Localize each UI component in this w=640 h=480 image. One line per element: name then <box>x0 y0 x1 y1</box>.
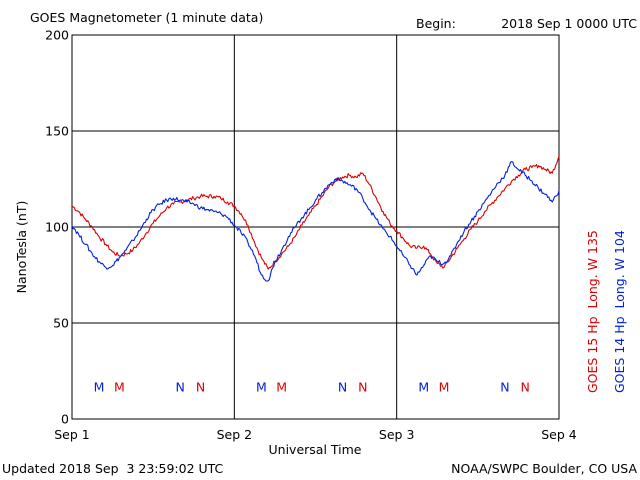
updated-timestamp: Updated 2018 Sep 3 23:59:02 UTC <box>2 461 224 476</box>
event-marker-m: M <box>94 379 105 394</box>
y-tick-label: 100 <box>45 220 69 235</box>
event-marker-n: N <box>358 379 367 394</box>
event-marker-m: M <box>256 379 267 394</box>
event-marker-n: N <box>196 379 205 394</box>
y-tick-label: 200 <box>45 28 69 43</box>
event-marker-m: M <box>439 379 450 394</box>
event-marker-n: N <box>176 379 185 394</box>
legend-goes15: GOES 15 Hp Long. W 135 <box>585 230 600 393</box>
event-marker-n: N <box>338 379 347 394</box>
event-marker-n: N <box>500 379 509 394</box>
chart-title: GOES Magnetometer (1 minute data) <box>30 10 263 25</box>
x-tick-label: Sep 4 <box>541 427 577 442</box>
x-axis-ticks: Sep 1 Sep 2 Sep 3 Sep 4 <box>54 427 577 442</box>
legend-goes14: GOES 14 Hp Long. W 104 <box>612 230 627 393</box>
y-axis-label: NanoTesla (nT) <box>14 201 29 294</box>
begin-value: 2018 Sep 1 0000 UTC <box>501 16 637 31</box>
y-axis-ticks: 0 50 100 150 200 <box>45 28 69 427</box>
series-layer <box>71 155 560 282</box>
y-tick-label: 0 <box>61 412 69 427</box>
event-marker-m: M <box>418 379 429 394</box>
event-marker-m: M <box>114 379 125 394</box>
series-line-goes15 <box>71 155 560 270</box>
y-tick-label: 150 <box>45 124 69 139</box>
x-axis-label: Universal Time <box>269 442 362 457</box>
x-tick-label: Sep 1 <box>54 427 90 442</box>
series-line-goes14 <box>71 161 560 282</box>
x-tick-label: Sep 2 <box>217 427 253 442</box>
begin-label: Begin: <box>416 16 456 31</box>
data-source: NOAA/SWPC Boulder, CO USA <box>451 461 637 476</box>
x-tick-label: Sep 3 <box>379 427 415 442</box>
event-marker-n: N <box>521 379 530 394</box>
grid <box>72 35 559 419</box>
y-tick-label: 50 <box>53 316 69 331</box>
event-marker-m: M <box>276 379 287 394</box>
